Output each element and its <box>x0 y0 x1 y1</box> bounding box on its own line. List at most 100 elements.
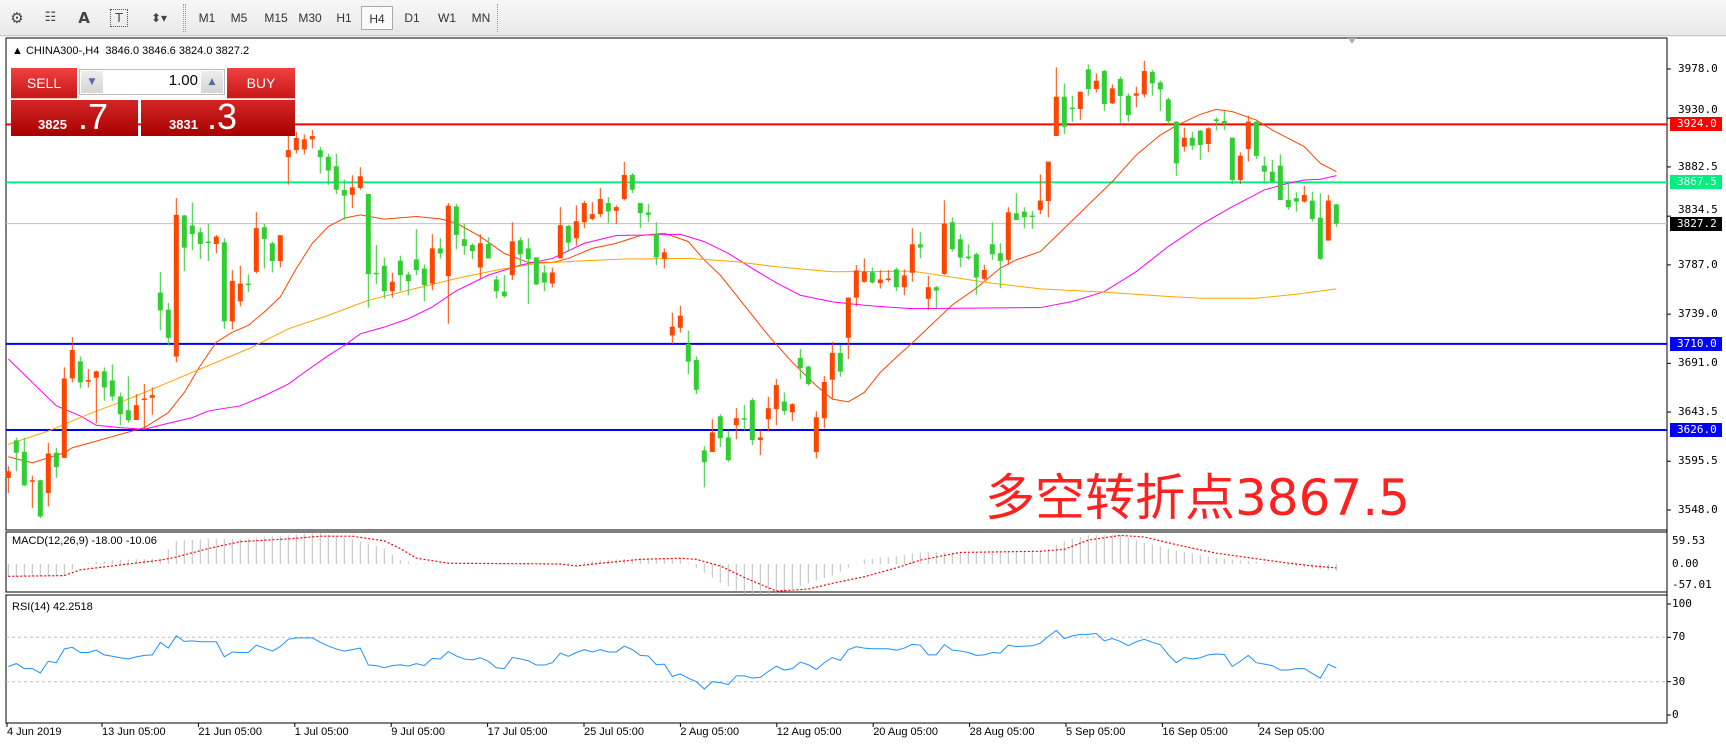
rsi-axis-label: 0 <box>1672 708 1679 721</box>
symbol-ohlc: CHINA300-,H4 3846.0 3846.6 3824.0 3827.2 <box>25 45 250 57</box>
timeframe-m30[interactable]: M30 <box>298 11 322 25</box>
candle <box>789 403 795 421</box>
candle <box>669 312 675 344</box>
candle <box>981 264 987 280</box>
candle-body <box>621 174 627 200</box>
candle <box>853 265 859 307</box>
candle-body <box>501 291 507 297</box>
candle <box>989 222 995 260</box>
sell-button[interactable]: SELL <box>11 68 77 99</box>
buy-price-box[interactable]: 3831 .3 <box>141 96 295 137</box>
lot-decrease-button[interactable]: ▼ <box>81 71 103 93</box>
timeframe-d1[interactable]: D1 <box>404 11 420 25</box>
candle-body <box>1205 128 1211 144</box>
candle-body <box>13 440 19 453</box>
candle-body <box>773 385 779 410</box>
candle-body <box>205 241 211 244</box>
candle-body <box>5 471 11 478</box>
candle-body <box>1165 99 1171 121</box>
candle-body <box>485 243 491 259</box>
candle-body <box>517 240 523 255</box>
candle-body <box>1053 96 1059 136</box>
sell-price-major: 3825 <box>38 117 67 132</box>
candle-body <box>981 269 987 279</box>
candle-body <box>813 417 819 453</box>
candle-body <box>157 292 163 311</box>
timeframe-w1[interactable]: W1 <box>438 11 456 25</box>
candle <box>189 202 195 251</box>
lot-value[interactable]: 1.00 <box>168 72 198 89</box>
candle-body <box>1133 93 1139 96</box>
candle-body <box>93 371 99 378</box>
candle <box>141 384 147 430</box>
candle <box>1301 185 1307 203</box>
candle <box>93 370 99 424</box>
price-axis-label: 3930.0 <box>1678 103 1718 117</box>
timeframe-h4[interactable]: H4 <box>361 6 393 30</box>
candle-body <box>541 272 547 283</box>
candle-body <box>1021 211 1027 218</box>
sell-price-box[interactable]: 3825 .7 <box>11 96 138 137</box>
candle <box>645 204 651 223</box>
toolbar-separator <box>497 4 498 32</box>
candle <box>533 257 539 286</box>
price-axis-label: 3548.0 <box>1678 503 1718 516</box>
text-label-icon[interactable]: T <box>110 9 128 27</box>
candle-body <box>509 241 515 276</box>
collapse-triangle-icon[interactable]: ▲ <box>12 45 26 57</box>
candle <box>557 207 563 259</box>
candle-body <box>853 270 859 298</box>
candle-body <box>1077 91 1083 109</box>
candle-body <box>837 352 843 372</box>
candle <box>677 305 683 333</box>
candle <box>597 187 603 218</box>
candle-body <box>581 203 587 223</box>
candle <box>245 274 251 292</box>
buy-button[interactable]: BUY <box>227 68 295 99</box>
candle-body <box>909 244 915 273</box>
fibonacci-icon[interactable]: ☷ <box>44 10 57 25</box>
lot-increase-button[interactable]: ▲ <box>201 71 223 93</box>
pivot-annotation: 多空转折点3867.5 <box>985 469 1410 527</box>
candle-body <box>525 248 531 260</box>
candle <box>549 267 555 288</box>
time-axis-label: 2 Aug 05:00 <box>680 726 740 738</box>
candle-body <box>1125 95 1131 116</box>
toolbar: ⚙ ☷ A T ⬍▾ M1 M5 M15 M30 H1 H4 D1 W1 MN <box>0 0 1726 36</box>
timeframe-h1[interactable]: H1 <box>336 11 352 25</box>
candle <box>1077 91 1083 121</box>
candle-body <box>1261 165 1267 172</box>
candle-body <box>109 380 115 397</box>
candle-body <box>901 275 907 288</box>
elliott-wave-icon[interactable]: ⚙ <box>10 9 24 27</box>
macd-axis-label: 59.53 <box>1672 534 1706 547</box>
candle <box>973 252 979 295</box>
candle <box>349 175 355 209</box>
candle <box>277 235 283 268</box>
candle-body <box>733 418 739 426</box>
candle <box>741 405 747 431</box>
arrows-dropdown-icon[interactable]: ⬍▾ <box>150 11 168 25</box>
candle <box>21 437 27 487</box>
candle <box>581 200 587 229</box>
candle-body <box>749 400 755 441</box>
candle <box>717 414 723 448</box>
candle <box>285 136 291 185</box>
candle-body <box>173 214 179 357</box>
macd-axis-label: -57.01 <box>1672 578 1712 591</box>
text-icon[interactable]: A <box>78 9 90 27</box>
candle <box>933 285 939 309</box>
timeframe-mn[interactable]: MN <box>471 11 491 25</box>
lot-size-input[interactable]: ▼ 1.00 ▲ <box>79 69 225 95</box>
candle-body <box>333 166 339 190</box>
timeframe-m1[interactable]: M1 <box>198 11 216 25</box>
candle-body <box>117 396 123 415</box>
timeframe-m5[interactable]: M5 <box>230 11 248 25</box>
candle-body <box>669 326 675 336</box>
candle-body <box>365 194 371 275</box>
candle-body <box>69 349 75 379</box>
candle-body <box>821 382 827 419</box>
candle <box>621 161 627 201</box>
candle-body <box>805 366 811 385</box>
timeframe-m15[interactable]: M15 <box>264 11 288 25</box>
